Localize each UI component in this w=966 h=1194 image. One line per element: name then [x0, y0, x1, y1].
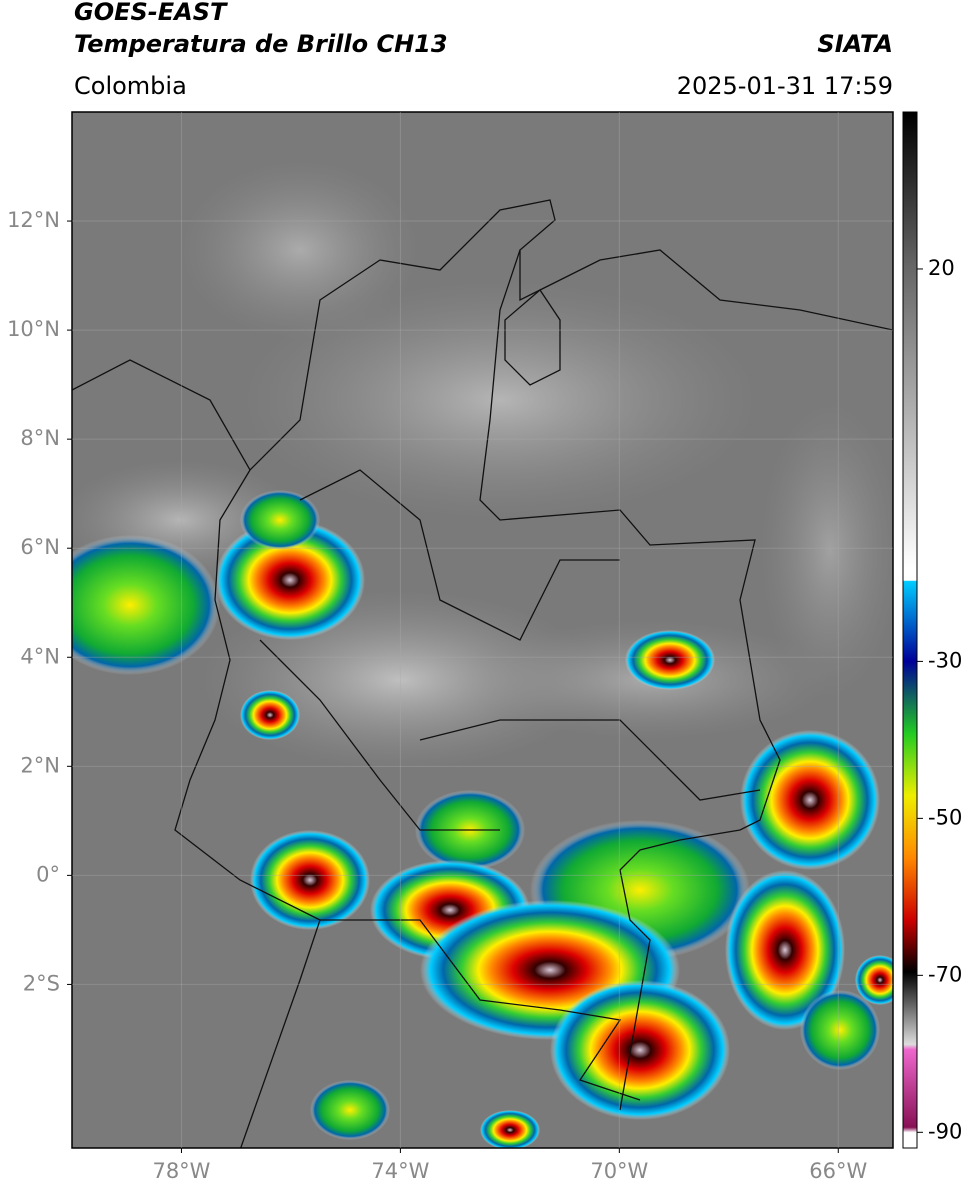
- colorbar-tick-label: 20: [928, 256, 955, 280]
- source: SIATA: [817, 30, 893, 58]
- colorbar: [902, 111, 918, 1149]
- x-tick-label: 74°W: [371, 1159, 429, 1183]
- y-tick-label: 12°N: [7, 208, 60, 232]
- y-tick-label: 6°N: [20, 535, 60, 559]
- colorbar-tick-label: -70: [928, 962, 962, 986]
- subtitle: Temperatura de Brillo CH13: [74, 30, 448, 58]
- x-tick-label: 78°W: [152, 1159, 210, 1183]
- y-tick-label: 8°N: [20, 426, 60, 450]
- y-tick-label: 0°: [36, 862, 60, 886]
- title: GOES-EAST: [74, 0, 228, 26]
- region: Colombia: [74, 72, 187, 100]
- x-tick-label: 66°W: [809, 1159, 867, 1183]
- colorbar-tick-label: -90: [928, 1119, 962, 1143]
- y-tick-label: 10°N: [7, 317, 60, 341]
- colorbar-tick-label: -30: [928, 648, 962, 672]
- map-frame: [71, 111, 894, 1149]
- satellite-image: [72, 112, 893, 1148]
- y-tick-label: 2°N: [20, 753, 60, 777]
- y-tick-label: 4°N: [20, 644, 60, 668]
- colorbar-tick-label: -50: [928, 805, 962, 829]
- x-tick-label: 70°W: [590, 1159, 648, 1183]
- datetime: 2025-01-31 17:59: [677, 72, 893, 100]
- y-tick-label: 2°S: [23, 971, 60, 995]
